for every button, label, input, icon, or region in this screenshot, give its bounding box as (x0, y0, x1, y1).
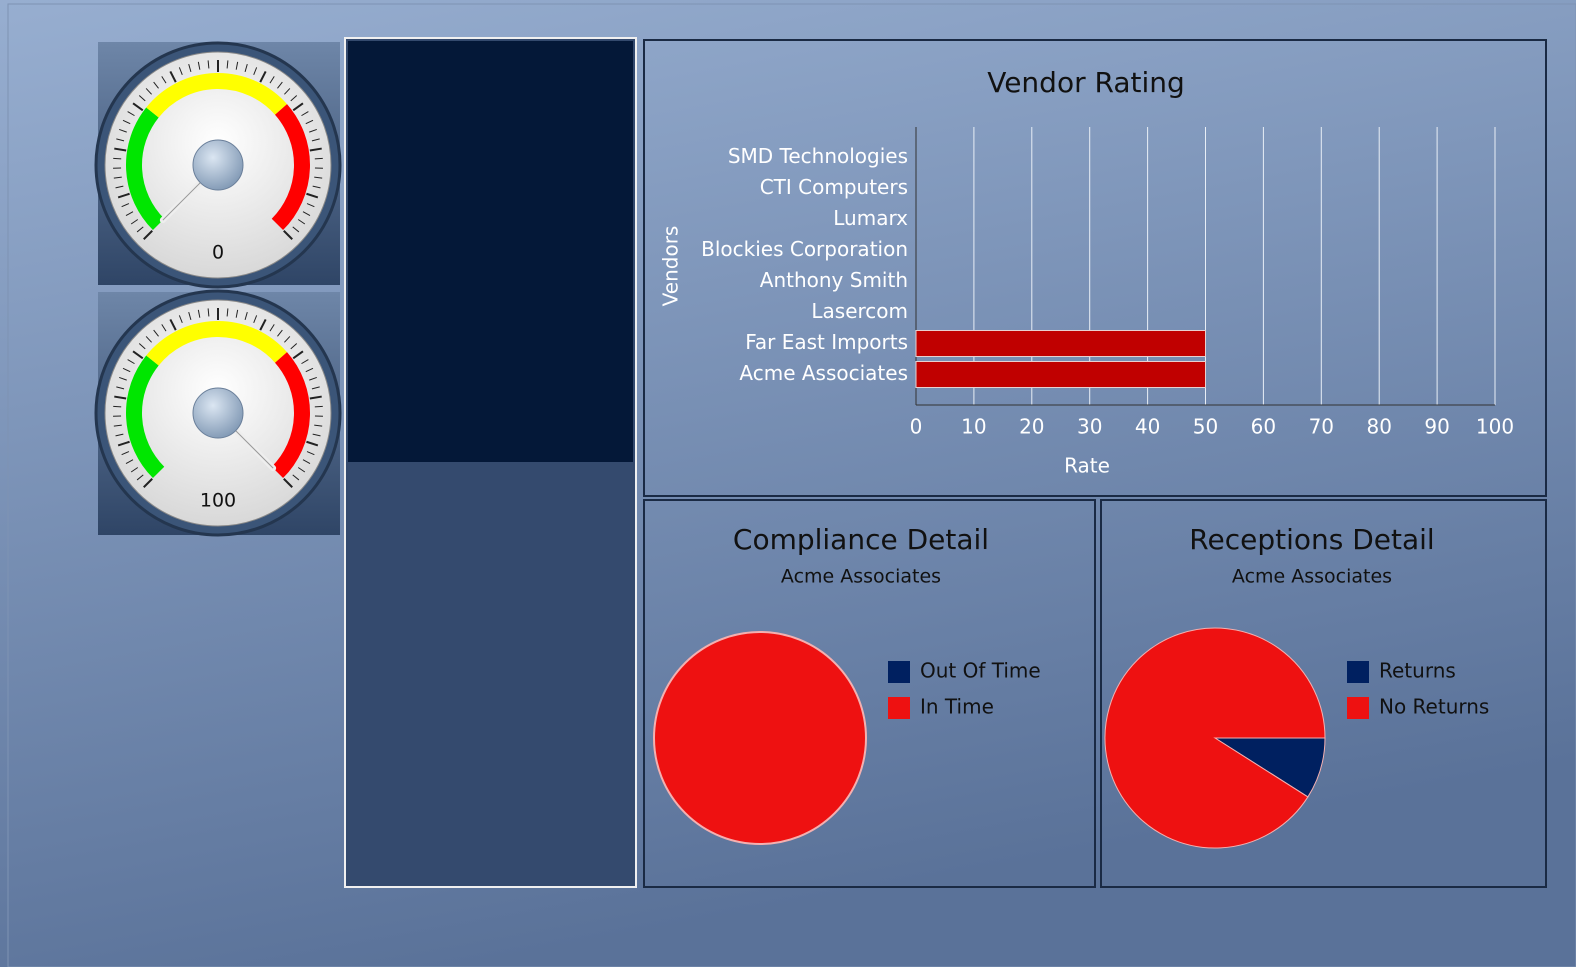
chart-subtitle: Acme Associates (781, 566, 941, 588)
legend-swatch (1347, 697, 1369, 719)
x-axis-label: Rate (1064, 454, 1110, 478)
legend-swatch (888, 661, 910, 683)
gauge-value: 0 (212, 242, 224, 264)
y-tick-label: SMD Technologies (728, 144, 908, 168)
legend-swatch (888, 697, 910, 719)
x-tick-label: 100 (1476, 415, 1514, 439)
x-tick-label: 0 (910, 415, 923, 439)
x-tick-label: 90 (1424, 415, 1449, 439)
x-tick-label: 40 (1135, 415, 1160, 439)
x-tick-label: 10 (961, 415, 986, 439)
legend-label: In Time (920, 695, 994, 719)
y-tick-label: CTI Computers (760, 175, 908, 199)
gauge-hub (193, 388, 243, 438)
y-tick-label: Acme Associates (739, 361, 908, 385)
y-tick-label: Lumarx (833, 206, 908, 230)
bar (916, 331, 1206, 357)
y-axis-label: Vendors (659, 226, 683, 307)
gauge-hub (193, 140, 243, 190)
chart-subtitle: Acme Associates (1232, 566, 1392, 588)
x-tick-label: 30 (1077, 415, 1102, 439)
x-tick-label: 50 (1193, 415, 1218, 439)
gauge-scale (113, 406, 121, 407)
legend-label: Returns (1379, 659, 1456, 683)
legend-label: No Returns (1379, 695, 1489, 719)
y-tick-label: Blockies Corporation (701, 237, 908, 261)
x-tick-label: 60 (1251, 415, 1276, 439)
legend-label: Out Of Time (920, 659, 1041, 683)
pie-slice (654, 632, 866, 844)
x-tick-label: 80 (1366, 415, 1391, 439)
x-tick-label: 70 (1309, 415, 1334, 439)
gauge-scale (315, 158, 323, 159)
pie-slice (1105, 628, 1325, 848)
gauge-scale (113, 158, 121, 159)
y-tick-label: Anthony Smith (760, 268, 908, 292)
gauge-scale (315, 406, 323, 407)
dashboard: 0 100 Vendor Rating 0 10 20 30 40 50 60 70 80 90 100 S… (0, 0, 1576, 967)
x-tick-label: 20 (1019, 415, 1044, 439)
chart-title: Receptions Detail (1189, 523, 1434, 556)
page: {"chart_data": [ {"type": "gauge", "valu… (0, 0, 1576, 967)
legend-swatch (1347, 661, 1369, 683)
y-tick-label: Far East Imports (745, 330, 908, 354)
chart-title: Vendor Rating (987, 66, 1185, 99)
side-panel-top (348, 41, 633, 462)
y-tick-label: Lasercom (811, 299, 908, 323)
gauge-value: 100 (200, 490, 236, 512)
bar (916, 362, 1206, 388)
chart-title: Compliance Detail (733, 523, 989, 556)
